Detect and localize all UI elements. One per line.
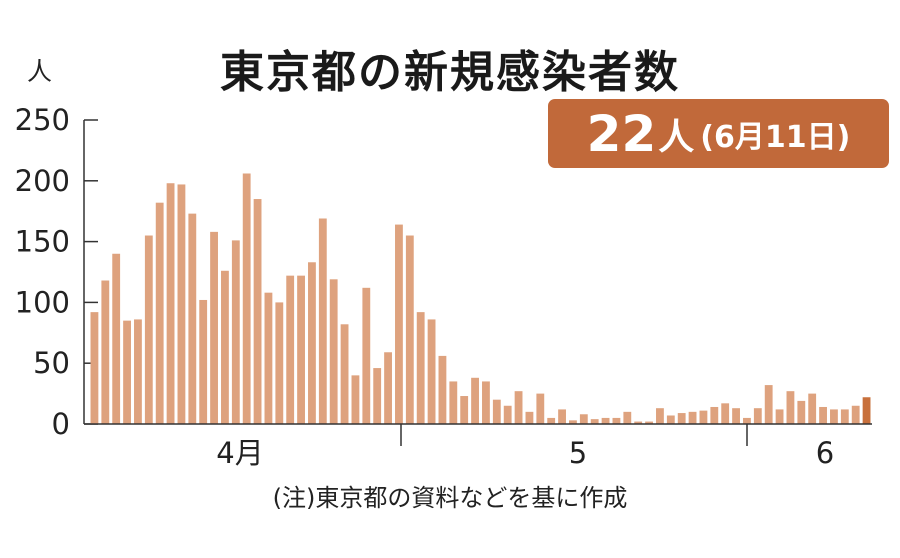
bar	[188, 213, 197, 424]
bar	[558, 409, 566, 424]
bar	[786, 391, 795, 424]
bar	[318, 218, 327, 424]
bar	[525, 411, 534, 424]
latest-count-badge: 22 人 (6月11日)	[548, 99, 889, 168]
bar	[231, 240, 240, 424]
bar	[612, 417, 621, 424]
bar	[579, 414, 588, 424]
bar	[329, 279, 338, 424]
y-tick-label: 150	[15, 225, 70, 259]
bar	[536, 393, 545, 424]
bar	[819, 406, 827, 424]
bar	[666, 415, 675, 424]
bar	[830, 409, 838, 424]
bar	[210, 231, 218, 424]
bar	[471, 377, 479, 424]
bar	[340, 324, 349, 424]
y-axis-unit-label: 人	[27, 57, 52, 86]
bar	[90, 312, 99, 424]
bar	[851, 405, 860, 424]
x-month-label: 5	[569, 436, 587, 470]
bar	[362, 287, 371, 424]
bar	[764, 385, 773, 424]
bar	[155, 202, 164, 424]
bar	[253, 199, 262, 424]
bar	[177, 184, 186, 424]
bar	[601, 417, 610, 424]
bar	[286, 275, 295, 424]
bar	[677, 413, 686, 424]
bar	[416, 312, 425, 424]
bar	[384, 352, 392, 424]
y-tick-label: 250	[15, 103, 70, 137]
bar	[808, 393, 817, 424]
bar	[351, 375, 360, 424]
bar	[460, 396, 469, 424]
bar	[590, 419, 599, 424]
bar	[101, 280, 110, 424]
bar	[645, 421, 653, 424]
bar	[721, 403, 730, 424]
bar	[242, 173, 251, 424]
bar	[166, 183, 175, 424]
y-tick-label: 0	[52, 407, 70, 441]
bar	[297, 275, 305, 424]
badge-value: 22	[586, 104, 657, 163]
bar	[395, 224, 403, 424]
bar	[123, 320, 131, 424]
bar	[840, 409, 849, 424]
bar	[753, 408, 762, 424]
bar	[732, 408, 740, 424]
bar	[547, 417, 556, 424]
badge-date: (6月11日)	[700, 119, 851, 155]
bar	[634, 421, 643, 424]
bar	[482, 381, 490, 424]
bar	[699, 410, 708, 424]
bar	[743, 417, 751, 424]
bar	[492, 399, 501, 424]
bar	[775, 409, 784, 424]
bar	[797, 400, 806, 424]
bar	[264, 292, 273, 424]
bar	[308, 262, 316, 424]
badge-unit: 人	[658, 116, 695, 158]
bar	[275, 302, 284, 424]
bar	[503, 405, 512, 424]
y-tick-label: 200	[15, 164, 70, 198]
x-month-label: 6	[816, 436, 834, 470]
x-month-label: 4月	[216, 436, 263, 470]
bar	[514, 391, 523, 424]
bar	[134, 319, 142, 424]
bar	[862, 397, 871, 424]
bar	[449, 381, 458, 424]
bar	[656, 408, 664, 424]
bar	[144, 235, 153, 424]
bar	[438, 355, 447, 424]
bar	[199, 299, 208, 424]
bar	[688, 411, 697, 424]
bar	[623, 411, 632, 424]
bar	[221, 270, 229, 424]
bar	[373, 368, 382, 424]
y-tick-label: 50	[33, 346, 70, 380]
bar	[569, 420, 577, 424]
bar	[405, 235, 414, 424]
y-tick-label: 100	[15, 285, 70, 319]
chart-title: 東京都の新規感染者数	[220, 47, 680, 98]
bar	[112, 253, 121, 424]
bar	[427, 319, 436, 424]
source-note: (注)東京都の資料などを基に作成	[272, 484, 628, 512]
bar	[710, 406, 719, 424]
